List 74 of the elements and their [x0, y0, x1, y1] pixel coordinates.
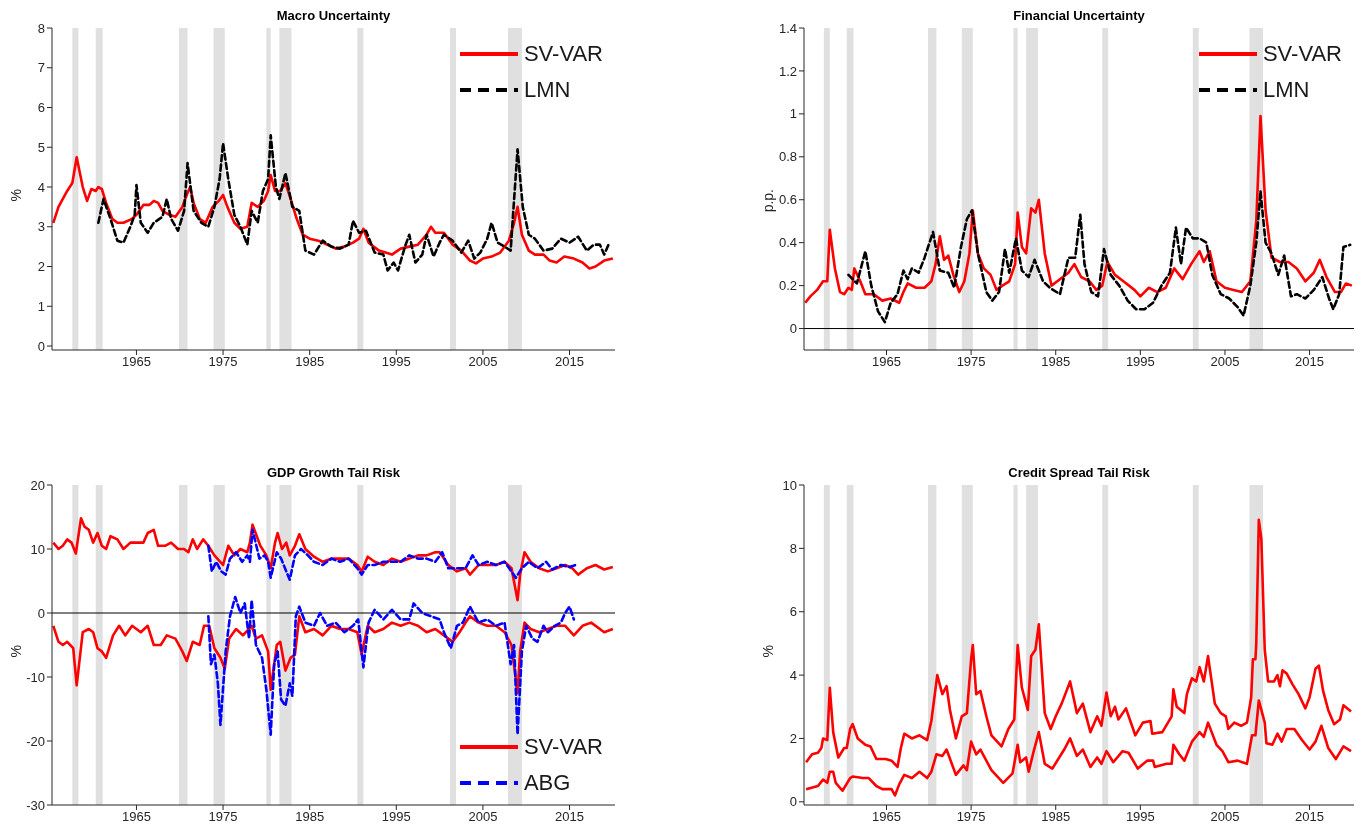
y-tick-label: 0.4: [778, 235, 797, 251]
y-tick-label: -30: [26, 797, 45, 813]
x-tick-label: 1975: [208, 809, 238, 825]
x-tick-label: 2005: [468, 809, 498, 825]
legend-label: SV-VAR: [1262, 40, 1342, 68]
x-tick-label: 1995: [1125, 809, 1155, 825]
x-tick-label: 1965: [872, 809, 901, 825]
legend-label: SV-VAR: [523, 733, 603, 761]
y-tick-label: 0.2: [778, 278, 797, 294]
line-series: [97, 134, 611, 272]
x-tick-label: 1965: [121, 809, 151, 825]
line-series: [804, 699, 1353, 797]
y-tick-label: 7: [37, 60, 45, 76]
legend-label: ABG: [523, 769, 571, 797]
x-tick-label: 1985: [1041, 354, 1071, 370]
y-tick-label: 3: [37, 219, 45, 235]
chart-title: Credit Spread Tail Risk: [1007, 465, 1151, 480]
chart-title: Macro Uncertainty: [275, 8, 392, 23]
x-tick-label: 1975: [208, 354, 238, 370]
chart-title: GDP Growth Tail Risk: [265, 465, 402, 480]
x-tick-label: 1975: [956, 809, 986, 825]
y-axis-title: p.p.: [759, 189, 776, 213]
y-tick-label: 2: [789, 731, 797, 747]
line-series: [804, 114, 1354, 305]
x-tick-label: 1995: [1125, 354, 1155, 370]
x-tick-label: 1985: [295, 354, 325, 370]
line-series: [207, 595, 576, 736]
y-tick-label: 10: [782, 477, 797, 493]
y-tick-label: -10: [26, 669, 45, 685]
line-series: [804, 518, 1353, 769]
y-tick-label: 0: [789, 321, 797, 337]
y-tick-label: 0.6: [778, 192, 797, 208]
x-tick-label: 1975: [956, 354, 986, 370]
x-tick-label: 1965: [872, 354, 901, 370]
y-tick-label: 0: [37, 338, 45, 354]
chart-title: Financial Uncertainty: [1012, 8, 1146, 23]
y-tick-label: -20: [26, 733, 45, 749]
legend-label: LMN: [523, 76, 571, 104]
y-tick-label: 5: [37, 139, 45, 155]
x-tick-label: 1985: [1041, 809, 1071, 825]
legend-label: SV-VAR: [523, 40, 603, 68]
y-tick-label: 20: [30, 477, 45, 493]
y-tick-label: 10: [30, 541, 45, 557]
x-tick-label: 1995: [381, 809, 411, 825]
x-tick-label: 2015: [1295, 354, 1325, 370]
y-tick-label: 1.2: [778, 63, 797, 79]
legend-label: LMN: [1262, 76, 1310, 104]
y-tick-label: 0: [37, 605, 45, 621]
x-tick-label: 2015: [555, 354, 584, 370]
x-tick-label: 2005: [1210, 354, 1240, 370]
y-tick-label: 4: [37, 179, 45, 195]
x-tick-label: 2015: [555, 809, 584, 825]
line-series: [847, 189, 1352, 324]
x-tick-label: 2005: [1210, 809, 1240, 825]
y-tick-label: 4: [789, 667, 797, 683]
y-tick-label: 1: [37, 298, 45, 314]
y-tick-label: 1: [789, 106, 797, 122]
y-tick-label: 2: [37, 259, 45, 275]
line-series: [207, 528, 577, 582]
y-tick-label: 8: [789, 540, 797, 556]
y-tick-label: 1.4: [778, 20, 797, 36]
y-tick-label: 0.8: [778, 149, 797, 165]
x-tick-label: 2015: [1295, 809, 1325, 825]
x-tick-label: 1965: [121, 354, 151, 370]
y-axis-title: %: [7, 189, 24, 202]
y-tick-label: 6: [37, 100, 45, 116]
y-tick-label: 6: [789, 604, 797, 620]
y-axis-title: %: [7, 645, 24, 658]
y-tick-label: 8: [37, 20, 45, 36]
x-tick-label: 1995: [381, 354, 411, 370]
y-axis-title: %: [759, 645, 776, 658]
x-tick-label: 1985: [295, 809, 325, 825]
y-tick-label: 0: [789, 794, 797, 810]
x-tick-label: 2005: [468, 354, 498, 370]
